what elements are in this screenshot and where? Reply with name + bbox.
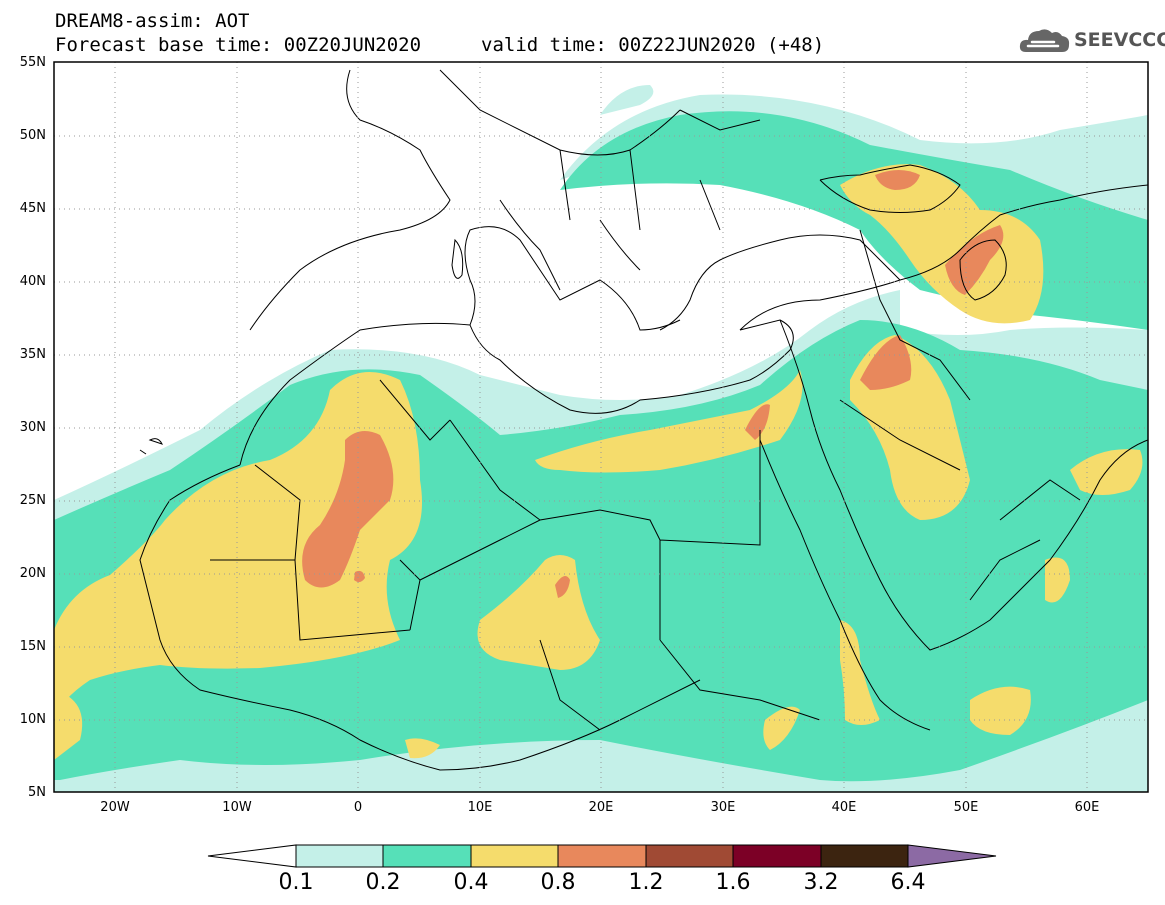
colorbar-label: 1.2 — [628, 870, 664, 895]
lon-tick: 50E — [953, 800, 979, 815]
lon-tick: 0 — [353, 800, 363, 815]
colorbar-segment-3 — [470, 844, 559, 868]
lat-tick: 55N — [19, 55, 46, 70]
lat-tick: 10N — [19, 712, 46, 727]
colorbar-segment-1 — [295, 844, 384, 868]
colorbar-segment-4 — [557, 844, 647, 868]
colorbar-segment-7 — [820, 844, 909, 868]
lat-tick: 45N — [19, 201, 46, 216]
colorbar-label: 1.6 — [715, 870, 751, 895]
lon-tick: 20W — [100, 800, 130, 815]
colorbar-label: 0.4 — [453, 870, 489, 895]
lat-tick: 35N — [19, 347, 46, 362]
colorbar-segment-5 — [645, 844, 734, 868]
lat-tick: 25N — [19, 493, 46, 508]
lon-tick: 20E — [588, 800, 614, 815]
lon-tick: 30E — [710, 800, 736, 815]
valid-time: valid time: 00Z22JUN2020 (+48) — [481, 34, 825, 56]
lat-tick: 40N — [19, 274, 46, 289]
colorbar-segment-below — [207, 844, 297, 868]
colorbar-label: 3.2 — [803, 870, 839, 895]
map-title: DREAM8-assim: AOT — [55, 10, 250, 32]
lon-tick: 60E — [1074, 800, 1100, 815]
aot-contours — [54, 85, 1148, 792]
colorbar-segment-above — [907, 844, 997, 868]
lon-tick: 40E — [831, 800, 857, 815]
colorbar-label: 6.4 — [890, 870, 926, 895]
colorbar-label: 0.2 — [365, 870, 401, 895]
aot-level-0.8 — [302, 170, 1004, 598]
forecast-times: Forecast base time: 00Z20JUN2020 valid ti… — [55, 34, 824, 56]
colorbar-segment-6 — [732, 844, 822, 868]
colorbar-label: 0.8 — [540, 870, 576, 895]
cloud-icon — [1019, 29, 1070, 52]
base-time: Forecast base time: 00Z20JUN2020 — [55, 34, 422, 56]
seevccc-logo: SEEVCCC — [1018, 24, 1165, 58]
map-grid — [54, 62, 1148, 792]
lat-tick: 30N — [19, 420, 46, 435]
coastlines — [139, 69, 1148, 771]
lon-tick: 10W — [222, 800, 252, 815]
lat-tick: 15N — [19, 639, 46, 654]
logo-text: SEEVCCC — [1074, 29, 1165, 51]
lat-tick: 5N — [28, 785, 46, 800]
map-border — [53, 61, 1149, 793]
colorbar-segment-2 — [382, 844, 472, 868]
lat-tick: 50N — [19, 128, 46, 143]
lon-tick: 10E — [467, 800, 493, 815]
lat-tick: 20N — [19, 566, 46, 581]
colorbar — [207, 844, 997, 868]
colorbar-label: 0.1 — [278, 870, 314, 895]
